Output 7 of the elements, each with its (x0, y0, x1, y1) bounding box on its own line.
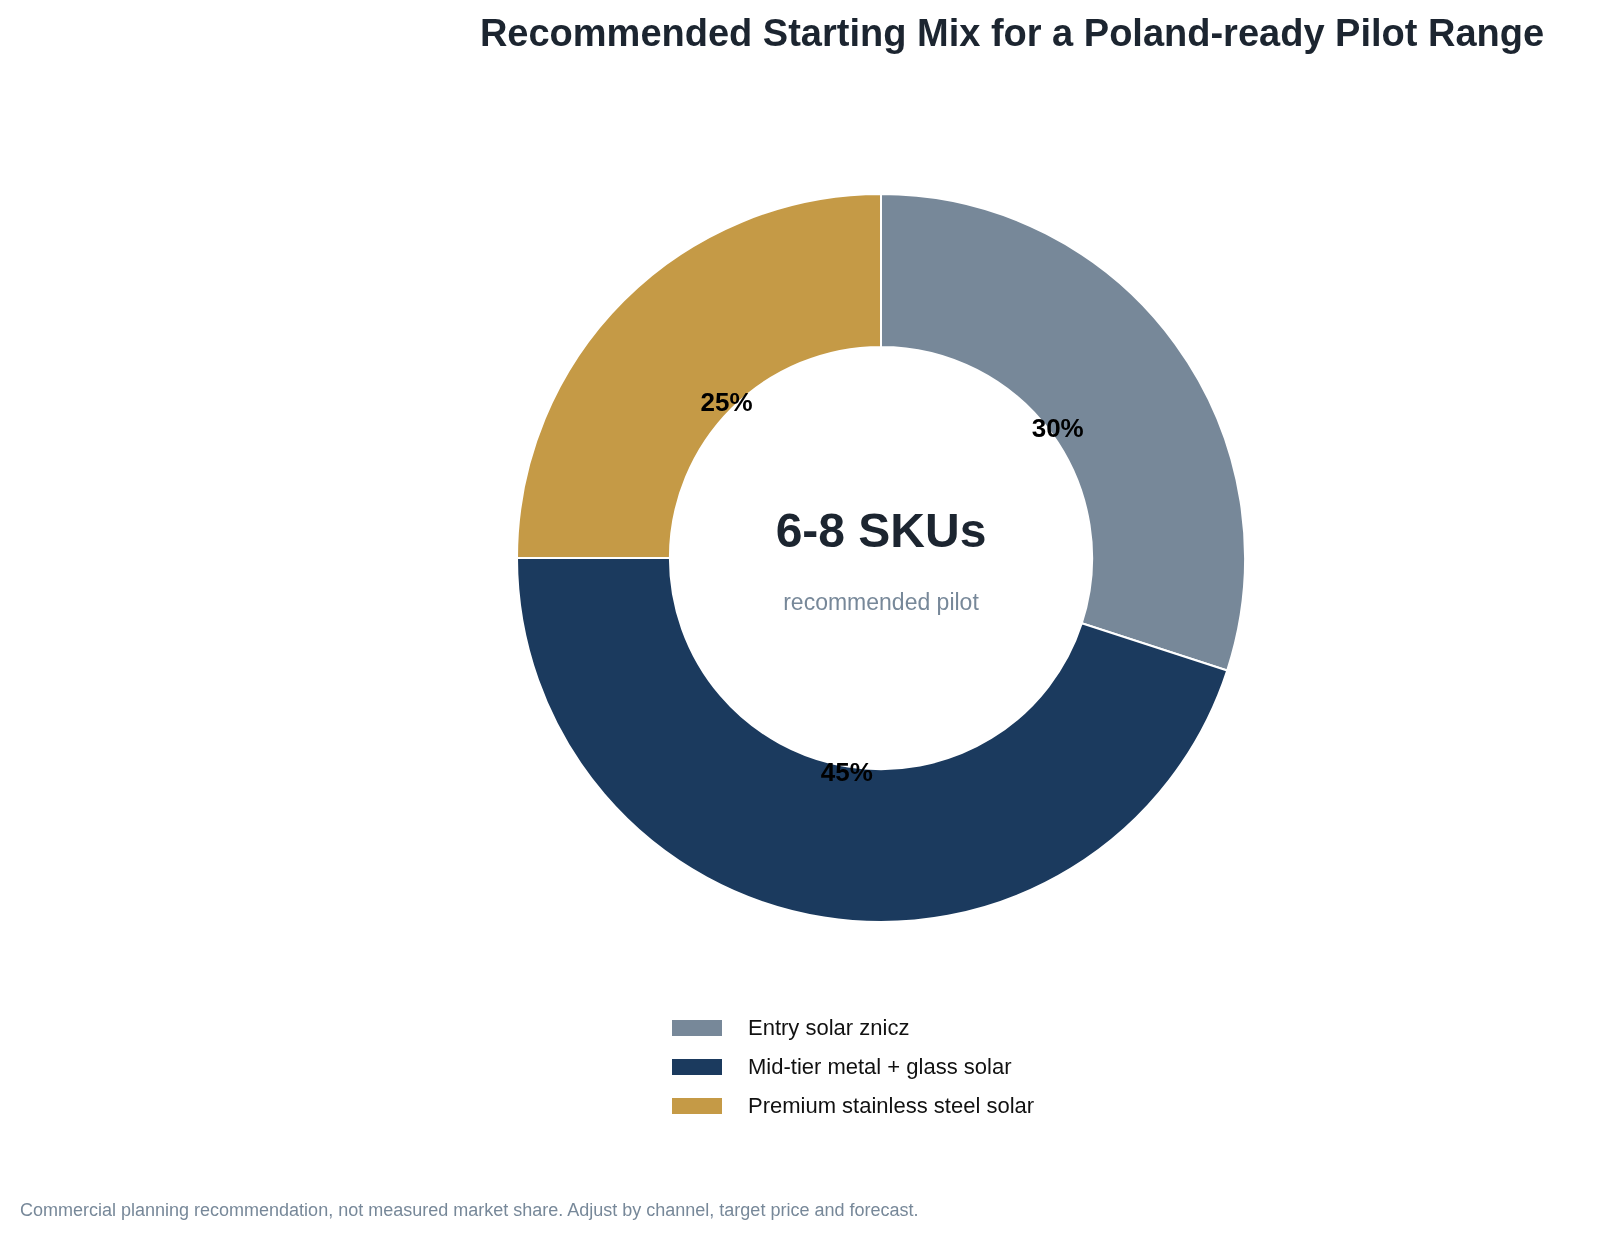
text: recommended pilot (783, 588, 979, 616)
chart-title: Recommended Starting Mix for a Poland-ready Pilot Range (479, 12, 1545, 55)
legend-label: Entry solar znicz (748, 1014, 910, 1041)
legend-label: Premium stainless steel solar (748, 1092, 1035, 1119)
text: Commercial planning recommendation, not measured market share. Adjust by channel, target price and forecast. (20, 1200, 919, 1221)
legend-label: Mid-tier metal + glass solar (748, 1053, 1012, 1080)
text: 6-8 SKUs (775, 502, 987, 558)
